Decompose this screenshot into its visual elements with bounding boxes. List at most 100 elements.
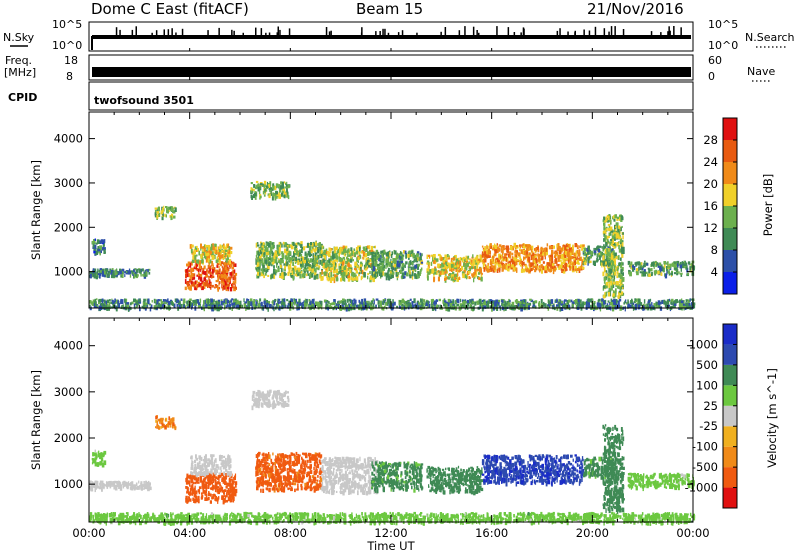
power-cell bbox=[608, 232, 611, 236]
power-cell bbox=[220, 264, 222, 267]
power-cell bbox=[209, 271, 212, 276]
power-cell bbox=[608, 248, 612, 252]
power-cell bbox=[284, 248, 287, 254]
power-cell bbox=[484, 254, 486, 259]
power-cell bbox=[380, 255, 382, 260]
power-cell bbox=[301, 246, 304, 250]
power-cell bbox=[199, 265, 202, 270]
power-cell bbox=[189, 263, 192, 268]
power-cell bbox=[273, 274, 276, 279]
power-cell bbox=[445, 276, 448, 280]
power-cell bbox=[306, 270, 309, 274]
power-cell bbox=[496, 268, 499, 273]
power-cell bbox=[529, 298, 532, 301]
nsky-spike bbox=[507, 27, 510, 35]
power-cell bbox=[564, 245, 567, 250]
power-cell bbox=[228, 259, 232, 264]
power-cell bbox=[433, 276, 436, 281]
power-cell bbox=[196, 284, 198, 288]
power-cell bbox=[484, 258, 487, 263]
power-cell bbox=[485, 267, 488, 272]
power-cell bbox=[283, 263, 286, 266]
power-cell bbox=[521, 260, 524, 265]
power-cell bbox=[217, 270, 220, 274]
power-cell bbox=[401, 267, 405, 271]
power-cell bbox=[347, 277, 351, 282]
power-cell bbox=[565, 243, 568, 247]
power-cell bbox=[341, 265, 345, 270]
power-cell bbox=[404, 250, 407, 255]
power-cell bbox=[534, 262, 537, 267]
power-cell bbox=[304, 272, 306, 276]
power-cell bbox=[259, 263, 261, 268]
power-cell bbox=[607, 236, 610, 238]
power-cell bbox=[520, 258, 522, 263]
power-cell bbox=[387, 267, 390, 272]
power-cell bbox=[329, 267, 332, 271]
power-cell bbox=[256, 184, 259, 189]
nsky-spike bbox=[574, 30, 576, 35]
power-cell bbox=[347, 258, 350, 262]
power-cell bbox=[280, 185, 283, 190]
power-cell bbox=[396, 260, 400, 265]
power-cell bbox=[573, 300, 576, 303]
power-cell bbox=[465, 275, 468, 280]
power-cell bbox=[427, 272, 431, 275]
power-cell bbox=[312, 241, 315, 247]
power-cell bbox=[360, 269, 363, 274]
power-cell bbox=[675, 299, 678, 304]
power-cell bbox=[187, 269, 190, 273]
power-cell bbox=[602, 304, 605, 308]
power-cell bbox=[215, 304, 218, 309]
power-cell bbox=[205, 298, 208, 301]
power-cell bbox=[596, 302, 600, 306]
power-cell bbox=[393, 263, 396, 269]
nsky-spike bbox=[387, 32, 390, 35]
power-cell bbox=[303, 259, 306, 264]
power-cell bbox=[491, 258, 494, 262]
power-cell bbox=[494, 301, 497, 307]
power-cell bbox=[482, 249, 485, 253]
power-cell bbox=[255, 260, 257, 265]
power-cell bbox=[263, 250, 266, 253]
power-cell bbox=[164, 305, 167, 309]
power-cell bbox=[161, 206, 163, 211]
power-cell bbox=[115, 274, 118, 277]
power-cell bbox=[398, 262, 401, 268]
power-cell bbox=[394, 267, 397, 271]
power-cell bbox=[511, 256, 514, 259]
power-cell bbox=[686, 262, 688, 266]
power-cell bbox=[599, 302, 601, 308]
power-cell bbox=[433, 254, 436, 258]
power-cell bbox=[521, 300, 524, 304]
power-cell bbox=[154, 207, 158, 210]
power-cell bbox=[670, 301, 673, 305]
power-cell bbox=[121, 299, 124, 304]
power-cell bbox=[314, 241, 317, 246]
power-cell bbox=[347, 306, 351, 312]
power-cell bbox=[178, 300, 181, 305]
power-cell bbox=[523, 250, 527, 256]
power-cell bbox=[642, 264, 645, 268]
power-cell bbox=[519, 248, 521, 252]
nsky-spike bbox=[608, 31, 610, 35]
power-cell bbox=[119, 268, 121, 271]
power-cell bbox=[218, 255, 221, 261]
power-cell bbox=[386, 302, 389, 306]
power-cell bbox=[405, 252, 408, 256]
power-cell bbox=[466, 262, 469, 267]
power-cell bbox=[332, 274, 335, 277]
power-cell bbox=[499, 306, 502, 311]
power-cell bbox=[440, 257, 444, 260]
power-cell bbox=[663, 299, 666, 305]
power-cell bbox=[310, 250, 313, 254]
power-cell bbox=[257, 250, 259, 255]
power-cell bbox=[103, 247, 106, 251]
power-cell bbox=[497, 299, 501, 303]
power-cell bbox=[621, 253, 624, 258]
power-cell bbox=[117, 271, 120, 276]
power-cell bbox=[604, 270, 607, 273]
power-cell bbox=[670, 305, 674, 309]
power-cell bbox=[220, 251, 222, 255]
power-cell bbox=[93, 273, 97, 279]
